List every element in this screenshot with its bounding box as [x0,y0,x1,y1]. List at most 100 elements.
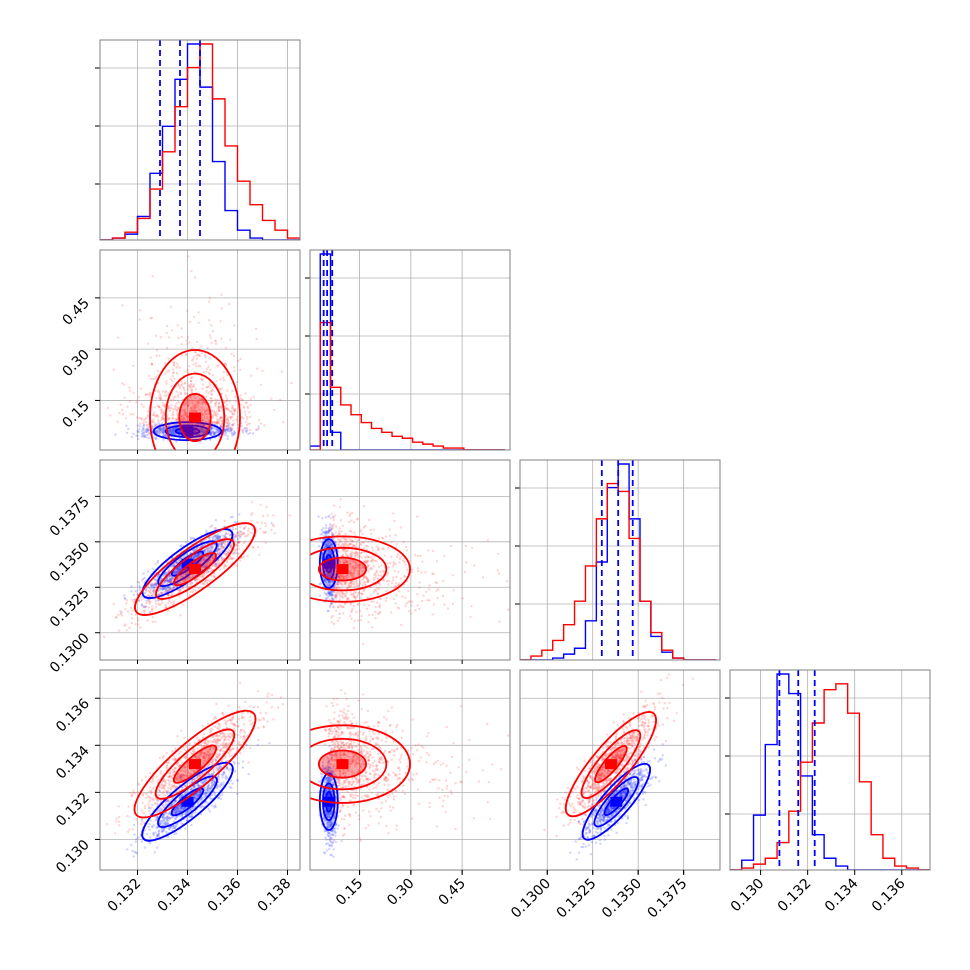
scatter-point [397,583,400,587]
scatter-point [197,311,200,314]
scatter-point [404,546,408,549]
scatter-point [331,597,334,601]
scatter-point [218,402,221,405]
scatter-point [242,542,246,545]
scatter-point [172,371,175,374]
scatter-point [343,581,347,584]
scatter-point [109,414,112,417]
scatter-point [199,428,202,432]
scatter-point [220,293,223,296]
scatter-point [180,335,183,339]
scatter-point [353,552,356,555]
scatter-point [364,560,368,563]
scatter-point [344,533,347,536]
scatter-point [389,611,393,614]
scatter-point [209,390,212,393]
scatter-point [333,576,336,579]
scatter-point [185,309,189,312]
scatter-point [155,431,159,434]
scatter-point [208,536,211,540]
scatter-point [165,606,168,609]
scatter-point [208,562,211,565]
scatter-point [373,559,377,563]
scatter-point [345,598,349,602]
scatter-point [227,430,230,433]
scatter-point [338,612,341,616]
scatter-point [187,586,190,589]
scatter-point [178,430,181,433]
scatter-point [328,542,331,545]
contour-red [164,372,226,450]
panel-2-1 [309,459,511,661]
scatter-point [228,430,231,433]
scatter-point [387,583,390,586]
scatter-point [376,576,379,580]
scatter-point [156,431,159,434]
scatter-point [391,576,395,579]
scatter-point [231,407,234,410]
scatter-point [272,524,275,528]
scatter-point [150,594,153,597]
scatter-point [161,416,164,419]
scatter-point [339,519,343,522]
scatter-point [348,562,352,566]
scatter-point [132,391,135,394]
scatter-point [174,418,177,421]
scatter-point [198,553,201,556]
scatter-point [191,575,194,579]
scatter-point [201,427,204,430]
scatter-point [387,565,390,569]
scatter-point [166,589,169,593]
scatter-point [200,561,203,564]
scatter-point [347,584,350,587]
scatter-point [381,569,385,573]
scatter-point [355,584,358,588]
scatter-point [164,571,167,575]
scatter-point [219,416,222,420]
scatter-point [159,588,162,591]
scatter-point [162,438,165,441]
scatter-point [215,401,218,404]
scatter-point [166,578,170,582]
scatter-point [169,406,173,410]
scatter-point [170,431,173,434]
scatter-point [217,535,220,539]
scatter-point [233,366,236,369]
scatter-point [367,579,370,583]
scatter-point [364,544,368,548]
scatter-point [175,571,178,574]
scatter-point [245,424,249,427]
scatter-point [203,564,206,567]
scatter-point [350,519,353,522]
scatter-point [137,437,140,441]
scatter-point [204,360,208,364]
scatter-point [146,570,150,573]
scatter-point [160,429,163,432]
scatter-point [193,276,197,279]
scatter-point [192,404,195,408]
scatter-point [264,522,267,525]
scatter-point [361,550,364,554]
scatter-point [348,582,351,585]
scatter-point [207,560,210,563]
scatter-point [328,549,331,552]
scatter-point [229,338,232,341]
scatter-point [204,555,207,558]
scatter-point [158,393,162,396]
scatter-point [210,389,213,393]
scatter-point [170,601,173,605]
scatter-point [354,566,358,569]
scatter-point [329,544,332,547]
scatter-point [173,432,177,436]
scatter-point [201,398,204,402]
scatter-point [153,424,156,427]
scatter-point [357,538,360,541]
scatter-point [187,388,190,391]
scatter-point [162,591,166,594]
scatter-point [168,578,171,581]
scatter-point [181,574,185,578]
scatter-point [231,423,234,427]
scatter-point [507,608,510,611]
scatter-point [140,595,143,599]
scatter-point [353,591,356,595]
